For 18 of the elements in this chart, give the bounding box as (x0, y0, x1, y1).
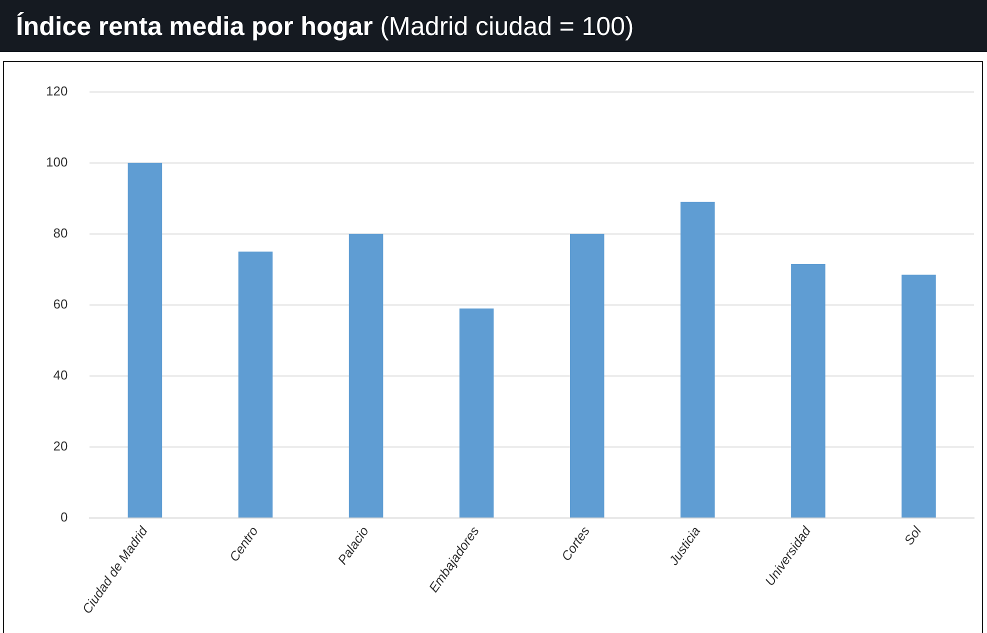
y-tick-label: 80 (53, 225, 68, 240)
bar (902, 274, 936, 518)
y-tick-label: 20 (53, 438, 68, 454)
y-tick-label: 60 (53, 296, 68, 312)
bar (128, 162, 162, 518)
bar (238, 252, 273, 518)
y-tick-label: 120 (46, 83, 68, 98)
bar (348, 234, 384, 518)
y-tick-label: 40 (53, 368, 68, 383)
y-tick-label: 0 (60, 510, 68, 525)
y-tick-label: 100 (46, 154, 68, 170)
bar (791, 264, 826, 518)
bar (680, 202, 715, 518)
chart-subtitle: (Madrid ciudad = 100) (380, 11, 634, 41)
chart-title: Índice renta media por hogar (16, 11, 373, 41)
x-tick-label: Sol (901, 522, 925, 548)
bar (459, 308, 494, 518)
bar (570, 234, 604, 518)
